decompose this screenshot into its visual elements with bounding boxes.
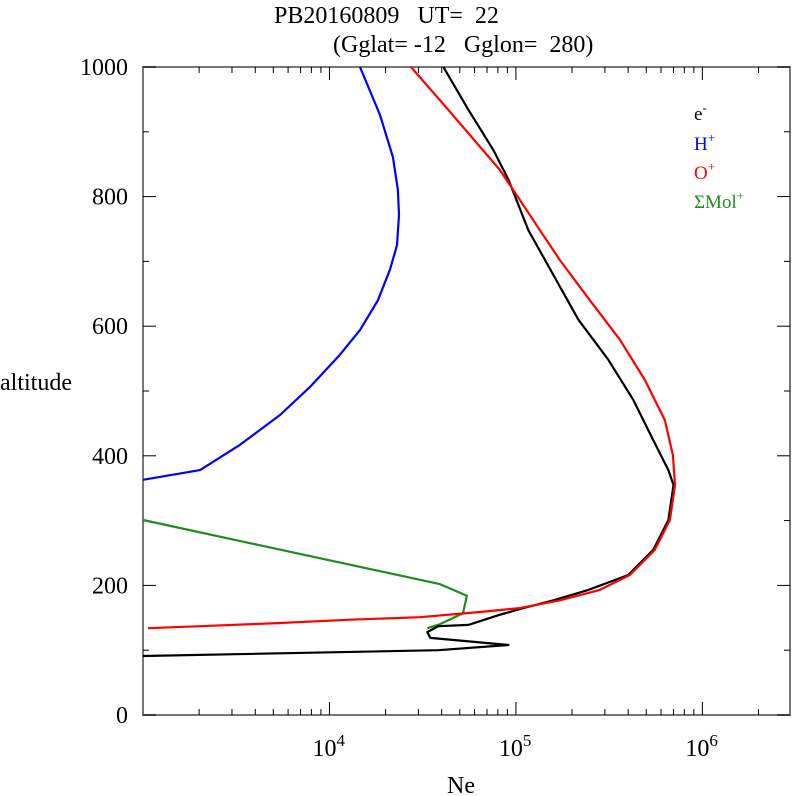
series-line-e [142, 66, 675, 658]
y-tick-label: 800 [92, 185, 128, 211]
y-axis-label: altitude [0, 370, 72, 396]
y-tick-label: 600 [92, 314, 128, 340]
x-tick-label: 104 [312, 731, 345, 762]
plot-frame [142, 66, 791, 716]
series-lines [142, 66, 677, 658]
legend-item: O+ [694, 159, 715, 184]
series-line-h [142, 66, 401, 481]
legend-item: ΣMol+ [694, 188, 744, 213]
x-tick-labels: 104 105 106 [312, 731, 717, 762]
x-axis-label: Ne [447, 773, 475, 796]
legend-item: H+ [694, 130, 715, 155]
y-tick-labels: 0 200 400 600 800 1000 [80, 55, 128, 729]
y-tick-label: 1000 [80, 55, 128, 81]
legend: e- H+ O+ ΣMol+ [694, 100, 744, 213]
legend-item: e- [694, 100, 707, 125]
y-tick-label: 400 [92, 444, 128, 470]
x-tick-label: 106 [685, 731, 718, 762]
series-line-mol [142, 518, 468, 630]
series-line-o [147, 66, 677, 630]
chart-title: PB20160809 UT= 22 [274, 3, 499, 29]
y-tick-label: 0 [116, 703, 128, 729]
y-tick-label: 200 [92, 573, 128, 599]
plot-axes [142, 66, 791, 716]
x-tick-label: 105 [499, 731, 531, 762]
chart-subtitle: (Gglat= -12 Gglon= 280) [333, 32, 593, 58]
